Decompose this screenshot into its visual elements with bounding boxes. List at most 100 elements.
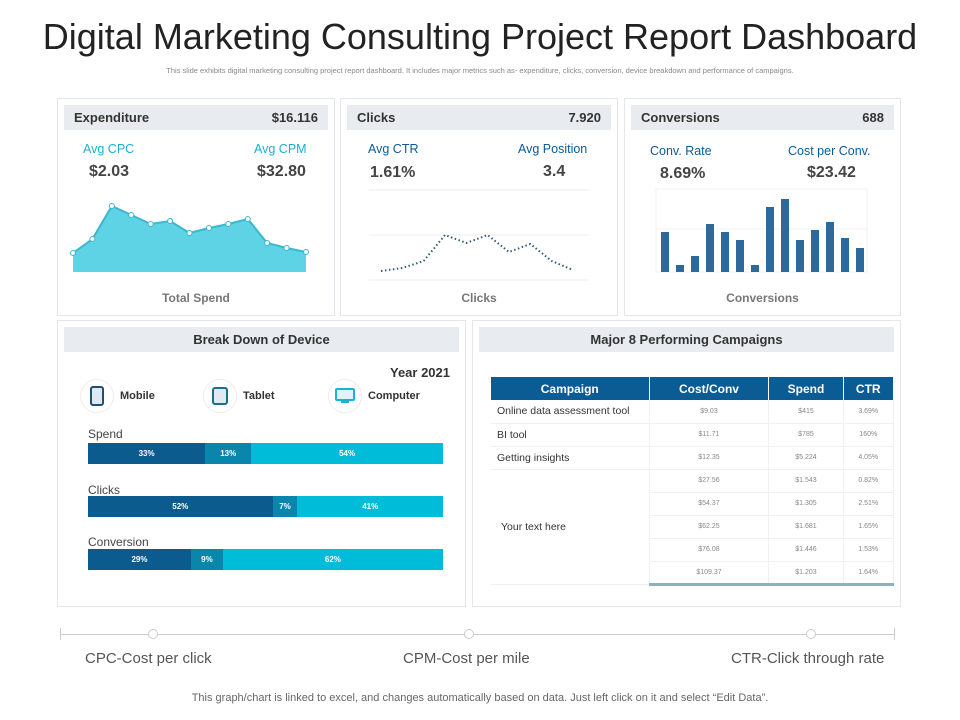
table-cell: $1.446 xyxy=(768,538,844,562)
data-point xyxy=(89,236,96,242)
table-cell: $12.35 xyxy=(649,446,770,470)
bar-segment-tablet: 9% xyxy=(190,549,223,570)
panel-total: 688 xyxy=(862,110,884,125)
area-fill xyxy=(73,206,306,272)
conversion-stacked-bar: 29% 9% 62% xyxy=(88,549,443,570)
bar-segment-tablet: 7% xyxy=(272,496,298,517)
conversions-bar-chart xyxy=(655,188,868,273)
table-row: Getting insights $12.35 $5.224 4.05% xyxy=(491,446,894,470)
table-cell: 0.82% xyxy=(843,469,894,493)
campaign-name: Online data assessment tool xyxy=(491,400,650,424)
metric-label: Cost per Conv. xyxy=(788,144,871,158)
legend-ctr: CTR-Click through rate xyxy=(731,650,885,667)
chart-caption: Total Spend xyxy=(162,291,230,305)
legend-cpm: CPM-Cost per mile xyxy=(403,650,530,667)
legend-tablet: Tablet xyxy=(203,379,275,413)
conversion-bar xyxy=(781,199,789,272)
campaign-name: Getting insights xyxy=(491,446,650,470)
panel-total: $16.116 xyxy=(271,110,318,125)
device-header: Break Down of Device xyxy=(64,327,459,352)
column-header: Cost/Conv xyxy=(649,377,770,400)
campaign-name: BI tool xyxy=(491,423,650,447)
table-row: $62.25 $1.681 1.65% xyxy=(491,515,894,539)
table-cell: 4.05% xyxy=(843,446,894,470)
conversion-bar xyxy=(736,240,744,272)
bar-segment-computer: 41% xyxy=(297,496,443,517)
expenditure-panel: Expenditure $16.116 Avg CPC $2.03 Avg CPM… xyxy=(57,98,335,316)
panel-title: Clicks xyxy=(357,110,396,125)
conversion-bar xyxy=(841,238,849,272)
metric-value: 3.4 xyxy=(543,163,566,180)
chart-caption: Clicks xyxy=(461,291,497,305)
metric-value: $23.42 xyxy=(807,164,856,181)
data-point xyxy=(108,203,115,209)
year-label: Year 2021 xyxy=(389,365,450,380)
mobile-icon xyxy=(80,379,114,413)
metric-label: Conv. Rate xyxy=(650,144,712,158)
metric-label: Avg CPC xyxy=(83,142,135,156)
bar-segment-mobile: 52% xyxy=(88,496,273,517)
table-cell: 160% xyxy=(843,423,894,447)
data-point xyxy=(264,240,271,246)
spend-stacked-bar: 33% 13% 54% xyxy=(88,443,443,464)
panel-total: 7.920 xyxy=(568,110,601,125)
table-cell: $415 xyxy=(768,400,844,424)
bar-segment-mobile: 33% xyxy=(88,443,206,464)
clicks-header: Clicks 7.920 xyxy=(347,105,611,130)
table-row: $109.37 $1.203 1.64% xyxy=(491,561,894,586)
table-cell: $1.543 xyxy=(768,469,844,493)
data-point xyxy=(205,225,212,231)
table-row: $54.37 $1.305 2.51% xyxy=(491,492,894,516)
bar-label: Conversion xyxy=(88,535,149,549)
data-point xyxy=(70,250,76,256)
data-point xyxy=(225,221,232,227)
metric-value: 1.61% xyxy=(370,164,416,181)
legend-mobile: Mobile xyxy=(80,379,155,413)
clicks-stacked-bar: 52% 7% 41% xyxy=(88,496,443,517)
table-cell: 2.51% xyxy=(843,492,894,516)
tablet-icon xyxy=(203,379,237,413)
table-row: Online data assessment tool $9.03 $415 3.69… xyxy=(491,400,894,424)
legend-divider xyxy=(60,634,895,635)
conversion-bar xyxy=(826,222,834,272)
table-cell: $11.71 xyxy=(649,423,770,447)
legend-dot xyxy=(148,629,158,639)
conversion-bar xyxy=(796,240,804,272)
conversions-header: Conversions 688 xyxy=(631,105,894,130)
bar-segment-computer: 54% xyxy=(251,443,443,464)
campaigns-header: Major 8 Performing Campaigns xyxy=(479,327,894,352)
data-point xyxy=(303,249,309,255)
data-point xyxy=(147,221,154,227)
divider-tick xyxy=(60,628,61,640)
table-row: Your text here $27.56 $1.543 0.82% xyxy=(491,469,894,585)
column-header: Spend xyxy=(768,377,844,400)
metric-value: $32.80 xyxy=(257,163,306,180)
conversion-bar xyxy=(676,265,684,272)
legend-dot xyxy=(464,629,474,639)
metric-label: Avg Position xyxy=(518,142,588,156)
campaign-name: Your text here xyxy=(491,469,650,585)
conversion-bar xyxy=(751,265,759,272)
conversion-bar xyxy=(811,230,819,272)
device-panel: Break Down of Device Year 2021 Mobile Ta… xyxy=(57,320,466,607)
data-point xyxy=(128,212,135,218)
metric-label: Avg CTR xyxy=(368,142,419,156)
table-cell: 1.53% xyxy=(843,538,894,562)
conversion-bar xyxy=(691,256,699,272)
data-point xyxy=(167,218,174,224)
conversion-bar xyxy=(706,224,714,272)
table-cell: $785 xyxy=(768,423,844,447)
data-point xyxy=(186,230,193,236)
page-subtitle: This slide exhibits digital marketing co… xyxy=(166,66,794,75)
bar-segment-mobile: 29% xyxy=(88,549,191,570)
table-cell: $5.224 xyxy=(768,446,844,470)
total-spend-area-chart xyxy=(70,203,309,272)
bar-label: Spend xyxy=(88,427,123,441)
table-cell: $1.305 xyxy=(768,492,844,516)
panel-title: Conversions xyxy=(641,110,720,125)
chart-caption: Conversions xyxy=(726,291,799,305)
table-cell: 3.69% xyxy=(843,400,894,424)
table-cell: 1.64% xyxy=(843,561,894,586)
plot-area xyxy=(655,188,868,273)
table-cell: $62.25 xyxy=(649,515,770,539)
